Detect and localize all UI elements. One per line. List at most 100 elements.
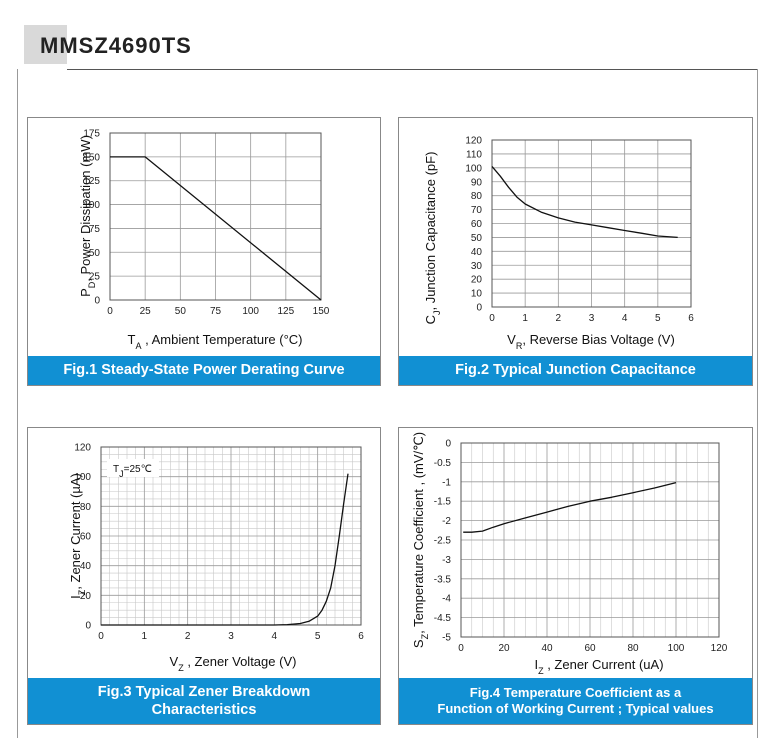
y-tick-label: 40 xyxy=(80,561,92,572)
x-tick-label: 3 xyxy=(589,313,595,324)
y-tick-label: 50 xyxy=(89,248,101,259)
x-tick-label: 5 xyxy=(315,631,321,642)
y-tick-label: 125 xyxy=(83,176,100,187)
frame-left-border xyxy=(17,69,18,738)
x-tick-label: 0 xyxy=(458,643,464,654)
x-tick-label: 0 xyxy=(98,631,104,642)
figure-4-caption-line1: Fig.4 Temperature Coefficient as a xyxy=(469,684,682,700)
x-tick-label: 4 xyxy=(272,631,278,642)
annotation-bg xyxy=(107,459,159,477)
y-axis-label: CJ, Junction Capacitance (pF) xyxy=(423,152,442,325)
figure-4-panel: 0 20 40 60 80 100 120 0 -0.5 -1 -1.5 -2 -2.5 -3 -3.5 -4… xyxy=(398,427,753,725)
x-tick-label: 1 xyxy=(522,313,528,324)
x-tick-label: 50 xyxy=(175,306,187,317)
y-tick-label: 120 xyxy=(465,136,482,147)
x-tick-label: 2 xyxy=(556,313,562,324)
series-line xyxy=(491,165,678,239)
x-tick-label: 100 xyxy=(242,306,259,317)
y-tick-label: -0.5 xyxy=(434,458,452,469)
y-tick-label: 70 xyxy=(471,205,483,216)
figure-3-panel: 0 1 2 3 4 5 6 0 20 40 60 80 100 120 VZ , Zener Voltage… xyxy=(27,427,381,725)
x-tick-label: 5 xyxy=(655,313,661,324)
y-tick-label: 100 xyxy=(83,200,100,211)
y-tick-label: 0 xyxy=(476,303,482,314)
y-tick-label: 0 xyxy=(445,439,451,450)
y-tick-label: -4.5 xyxy=(434,613,452,624)
figure-4-caption: Fig.4 Temperature Coefficient as a Funct… xyxy=(399,678,752,724)
y-tick-label: -1.5 xyxy=(434,497,452,508)
series-line xyxy=(463,481,677,533)
plot-area-border xyxy=(491,139,692,308)
x-tick-label: 80 xyxy=(627,643,639,654)
y-tick-label: 150 xyxy=(83,152,100,163)
figure-2-caption: Fig.2 Typical Junction Capacitance xyxy=(399,356,752,385)
y-tick-label: 120 xyxy=(74,443,91,454)
y-tick-label: -3 xyxy=(442,555,451,566)
y-tick-label: 90 xyxy=(471,177,483,188)
x-tick-label: 6 xyxy=(358,631,364,642)
y-tick-label: -2.5 xyxy=(434,536,452,547)
y-tick-label: -5 xyxy=(442,633,451,644)
x-tick-label: 0 xyxy=(107,306,113,317)
plot-area-border xyxy=(460,442,720,638)
y-axis-label: PD, Power Dissipation (mW) xyxy=(78,135,97,297)
x-tick-label: 25 xyxy=(140,306,152,317)
x-tick-label: 150 xyxy=(313,306,330,317)
x-axis-label: VR, Reverse Bias Voltage (V) xyxy=(507,332,675,351)
y-tick-label: 175 xyxy=(83,129,100,140)
x-tick-label: 120 xyxy=(711,643,728,654)
y-tick-label: -4 xyxy=(442,594,451,605)
y-tick-label: -1 xyxy=(442,477,451,488)
x-tick-label: 125 xyxy=(277,306,294,317)
y-tick-label: -3.5 xyxy=(434,574,452,585)
frame-right-border xyxy=(757,69,758,738)
y-tick-label: -2 xyxy=(442,516,451,527)
x-tick-label: 1 xyxy=(142,631,148,642)
y-axis-label: IZ, Zener Current (µA) xyxy=(68,473,87,599)
x-tick-label: 20 xyxy=(498,643,510,654)
x-tick-label: 100 xyxy=(668,643,685,654)
figure-3-caption: Fig.3 Typical Zener Breakdown Characteri… xyxy=(28,678,380,724)
y-tick-label: 100 xyxy=(465,163,482,174)
y-tick-label: 20 xyxy=(471,275,483,286)
y-tick-label: 50 xyxy=(471,233,483,244)
annotation-label: TJ=25℃ xyxy=(113,464,152,479)
x-axis-label: TA , Ambient Temperature (°C) xyxy=(128,332,303,351)
y-tick-label: 0 xyxy=(94,296,100,307)
figure-1-panel: 0 25 50 75 100 125 150 0 25 50 75 100 125 150 175 TA , … xyxy=(27,117,381,386)
y-tick-label: 60 xyxy=(471,219,483,230)
x-tick-label: 0 xyxy=(489,313,495,324)
series-line xyxy=(110,156,322,301)
y-tick-label: 0 xyxy=(85,621,91,632)
y-tick-label: 75 xyxy=(89,224,101,235)
x-tick-label: 4 xyxy=(622,313,628,324)
figure-4-caption-line2: Function of Working Current ; Typical va… xyxy=(437,701,714,716)
figure-3-caption-line2: Characteristics xyxy=(151,702,257,718)
x-tick-label: 3 xyxy=(228,631,234,642)
figure-2-caption-text: Fig.2 Typical Junction Capacitance xyxy=(455,362,696,379)
y-tick-label: 100 xyxy=(74,472,91,483)
x-tick-label: 40 xyxy=(541,643,553,654)
header-divider xyxy=(67,69,757,70)
y-axis-label: SZ, Temperature Coefficient , (mV/℃) xyxy=(411,432,430,648)
x-axis-label: IZ , Zener Current (uA) xyxy=(534,657,663,676)
series-line xyxy=(101,473,349,626)
y-tick-label: 80 xyxy=(80,502,92,513)
figure-1-chart: 0 25 50 75 100 125 150 0 25 50 75 100 125 150 175 TA , … xyxy=(78,129,330,352)
y-tick-label: 80 xyxy=(471,191,483,202)
figure-1-caption: Fig.1 Steady-State Power Derating Curve xyxy=(28,356,380,385)
x-axis-label: VZ , Zener Voltage (V) xyxy=(170,654,297,673)
y-tick-label: 30 xyxy=(471,261,483,272)
figure-4-chart: 0 20 40 60 80 100 120 0 -0.5 -1 -1.5 -2 -2.5 -3 -3.5 -4… xyxy=(411,432,728,676)
y-tick-label: 25 xyxy=(89,272,101,283)
y-tick-label: 20 xyxy=(80,591,92,602)
x-tick-label: 60 xyxy=(584,643,596,654)
y-tick-label: 40 xyxy=(471,247,483,258)
figure-1-caption-text: Fig.1 Steady-State Power Derating Curve xyxy=(63,362,345,379)
x-tick-label: 6 xyxy=(688,313,694,324)
y-tick-label: 110 xyxy=(466,149,482,160)
x-tick-label: 75 xyxy=(210,306,222,317)
figure-2-panel: 0 1 2 3 4 5 6 0 10 20 30 40 50 60 70 80 90 100 110 120 VR, R… xyxy=(398,117,753,386)
